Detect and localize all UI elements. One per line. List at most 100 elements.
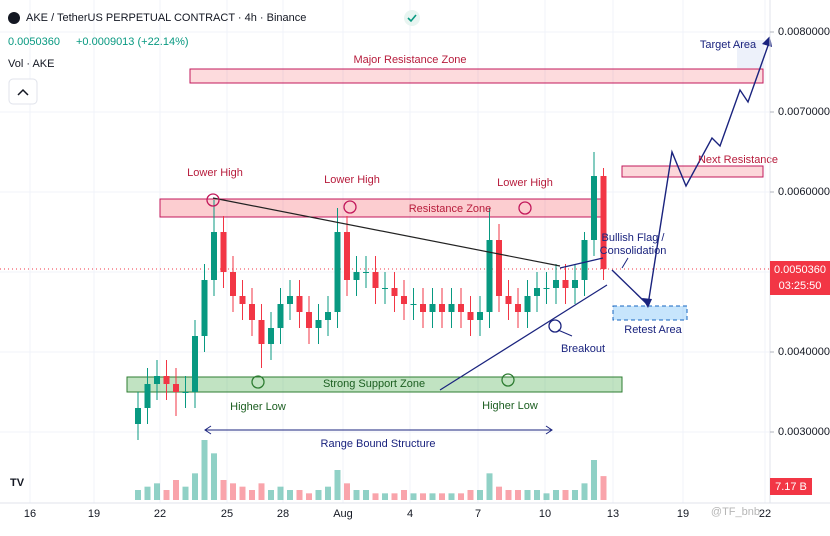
tv-logo: TV	[10, 477, 25, 489]
annotation: Retest Area	[624, 324, 682, 336]
volume-bar	[334, 470, 341, 500]
path-arrow	[611, 269, 649, 306]
volume-tag-text: 7.17 B	[775, 481, 807, 493]
candle-body	[467, 312, 474, 320]
candle-body	[496, 240, 502, 296]
next-resistance-zone	[621, 165, 764, 178]
volume-bar	[448, 493, 455, 500]
candle-body	[420, 304, 426, 312]
candle-body	[524, 296, 531, 312]
price: 0.0050360	[8, 36, 60, 48]
change: +0.0009013 (+22.14%)	[76, 36, 189, 48]
arrow-head	[642, 298, 652, 308]
volume-bar	[391, 493, 398, 500]
candle-body	[249, 304, 255, 320]
volume-bar	[239, 486, 246, 500]
volume-bar	[192, 473, 198, 500]
candle-body	[534, 288, 540, 296]
candle-body	[581, 240, 588, 280]
candle-body	[135, 408, 141, 424]
volume-bar	[477, 490, 483, 500]
candle-body	[211, 232, 217, 280]
candle-body	[144, 384, 151, 408]
price-tag	[770, 261, 830, 295]
volume-bar	[163, 490, 170, 500]
candle-body	[591, 176, 597, 240]
volume-bar	[268, 490, 274, 500]
volume-bar	[410, 493, 417, 500]
candle-body	[363, 272, 369, 273]
volume-bar	[515, 490, 521, 500]
volume-bar	[353, 490, 360, 500]
flag-pointer	[621, 257, 629, 269]
volume-bar	[220, 480, 227, 500]
candle-body	[182, 392, 189, 393]
price-tag-text: 0.0050360	[774, 264, 826, 276]
candle-body	[353, 272, 360, 280]
status-icon	[404, 10, 420, 26]
path-arrow	[647, 39, 771, 306]
collapse-button[interactable]	[8, 78, 38, 105]
volume-bar	[524, 490, 531, 500]
volume-bar	[572, 490, 578, 500]
volume-bar	[277, 486, 284, 500]
volume-bar	[401, 490, 407, 500]
candle-body	[287, 296, 293, 304]
volume-bar	[173, 480, 179, 500]
volume-bar	[458, 493, 464, 500]
annotation: Major Resistance Zone	[353, 54, 466, 66]
candle-body	[277, 304, 284, 328]
annotation: Resistance Zone	[409, 203, 492, 215]
watermark: @TF_bnb	[711, 506, 760, 518]
x-tick-label: 4	[407, 508, 413, 520]
candle-body	[192, 336, 198, 392]
candle-body	[543, 288, 550, 289]
candle-body	[391, 288, 398, 296]
symbol-icon	[8, 12, 20, 24]
volume-bar	[182, 486, 189, 500]
candle-body	[515, 304, 521, 312]
candle-body	[505, 296, 512, 304]
volume-bar	[144, 486, 151, 500]
marker	[251, 375, 265, 389]
candle-body	[439, 304, 445, 312]
volume-bar	[230, 483, 236, 500]
y-tick-label: 0.0080000	[778, 26, 830, 38]
volume-bar	[315, 490, 322, 500]
candle-body	[239, 296, 246, 304]
x-tick-label: 28	[277, 508, 289, 520]
countdown: 03:25:50	[779, 280, 822, 292]
y-tick-label: 0.0040000	[778, 346, 830, 358]
marker	[518, 201, 532, 215]
candle-body	[315, 320, 322, 328]
x-tick-label: 19	[88, 508, 100, 520]
arrow-head	[545, 425, 553, 435]
volume-bar	[486, 473, 493, 500]
volume-bar	[420, 493, 426, 500]
annotation: Lower High	[187, 167, 243, 179]
volume-bar	[534, 490, 540, 500]
candle-body	[477, 312, 483, 320]
volume-bar	[467, 490, 474, 500]
grid	[0, 0, 770, 503]
axis-labels: 0.00300000.00400000.00500000.00600000.00…	[24, 26, 830, 520]
candles	[135, 152, 607, 440]
candle-body	[458, 304, 464, 312]
candle-body	[410, 304, 417, 305]
candle-body	[173, 384, 179, 392]
annotation: Range Bound Structure	[321, 438, 436, 450]
volume-bar	[439, 493, 445, 500]
major-resistance-zone	[189, 68, 764, 84]
volume-bar	[562, 490, 569, 500]
support-zone	[126, 376, 623, 393]
candle-body	[562, 280, 569, 288]
marker	[501, 373, 515, 387]
volume-bar	[553, 490, 559, 500]
annotation: Lower High	[497, 177, 553, 189]
candle-body	[401, 296, 407, 304]
volume-bar	[201, 440, 208, 500]
candle-body	[344, 232, 350, 280]
candle-body	[572, 280, 578, 288]
x-tick-label: 22	[759, 508, 771, 520]
